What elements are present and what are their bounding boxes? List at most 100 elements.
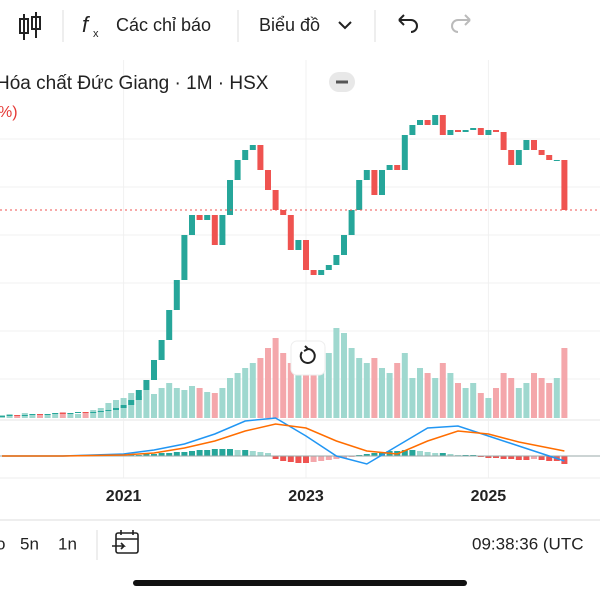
volume-bar — [401, 353, 408, 418]
macd-histogram — [242, 450, 249, 456]
macd-histogram — [424, 452, 431, 456]
fx-icon[interactable]: f — [82, 12, 91, 37]
clock: 09:38:36 (UTC — [472, 534, 584, 553]
macd-histogram — [561, 456, 568, 464]
candle — [303, 240, 309, 270]
candle — [363, 170, 370, 180]
candle — [417, 120, 423, 125]
volume-bar — [508, 378, 515, 418]
candle — [553, 160, 560, 161]
volume-bar — [371, 358, 378, 418]
volume-bar — [295, 373, 302, 418]
symbol-title: Hóa chất Đức Giang · 1M · HSX — [0, 73, 269, 94]
volume-bar — [310, 348, 317, 418]
volume-bar — [37, 415, 43, 418]
macd-histogram — [158, 453, 165, 456]
volume-bar — [280, 353, 287, 418]
volume-bar — [211, 393, 218, 418]
macd-histogram — [219, 449, 226, 456]
undo-button[interactable] — [398, 14, 418, 33]
candle — [204, 215, 211, 220]
volume-bar — [204, 392, 211, 418]
macd-histogram — [303, 456, 309, 463]
candle — [158, 340, 165, 360]
volume-bar — [227, 378, 233, 418]
candle — [432, 115, 439, 125]
volume-bar — [272, 338, 279, 418]
candle — [546, 155, 553, 160]
volume-bar — [356, 358, 363, 418]
volume-bar — [439, 363, 446, 418]
macd-histogram — [333, 456, 340, 459]
redo-button[interactable] — [451, 14, 471, 33]
volume-bar — [333, 328, 340, 418]
volume-bar — [234, 373, 241, 418]
candle — [470, 128, 477, 130]
macd-histogram — [189, 451, 195, 456]
volume-bar — [242, 368, 249, 418]
indicators-button[interactable]: Các chỉ báo — [116, 15, 211, 35]
candle — [265, 170, 271, 190]
volume-bar — [455, 383, 461, 418]
range-button[interactable]: 1n — [58, 534, 77, 553]
signal-line — [2, 423, 565, 457]
candle — [455, 130, 461, 132]
macd-histogram — [143, 454, 150, 456]
candle — [439, 115, 446, 135]
range-button[interactable]: 5n — [20, 534, 39, 553]
candle — [310, 270, 317, 275]
volume-bar — [90, 410, 97, 418]
volume-bar — [303, 358, 309, 418]
macd-histogram — [181, 452, 188, 456]
macd-histogram — [439, 453, 446, 456]
candle — [120, 405, 127, 408]
macd-histogram — [363, 454, 370, 456]
candle — [386, 165, 393, 170]
volume-bar — [52, 413, 59, 418]
reset-button[interactable] — [290, 340, 326, 376]
candle — [485, 130, 492, 135]
x-tick-label: 2025 — [471, 488, 507, 505]
candle — [379, 170, 385, 195]
candle — [181, 235, 188, 280]
volume-bar — [341, 333, 347, 418]
volume-bar — [485, 398, 492, 418]
x-tick-label: 2023 — [288, 488, 324, 505]
candle — [325, 265, 332, 270]
candle — [242, 150, 249, 160]
candle — [44, 414, 51, 415]
plot: 2021 2023 2025 — [0, 115, 600, 505]
candle — [166, 310, 173, 340]
fx-icon-sub: x — [93, 28, 99, 40]
volume-bar — [477, 393, 484, 418]
chevron — [338, 21, 352, 30]
volume-bar — [417, 368, 423, 418]
candle — [151, 360, 157, 380]
candle — [538, 150, 545, 155]
range-button[interactable]: o — [0, 534, 5, 553]
volume-bar — [67, 413, 74, 418]
candle — [531, 140, 537, 150]
volume-bar — [173, 388, 180, 418]
candle — [128, 400, 135, 405]
candle-type-button[interactable] — [19, 12, 41, 40]
macd-histogram — [508, 456, 515, 459]
macd-line — [2, 417, 565, 465]
go-to-date-button[interactable] — [112, 530, 139, 554]
candle — [462, 130, 469, 132]
volume-bar — [257, 358, 264, 418]
volume-bar — [29, 414, 36, 418]
macd-histogram — [379, 452, 385, 456]
chart-menu-button[interactable]: Biểu đồ — [259, 15, 320, 35]
candle — [234, 160, 241, 180]
volume-bar — [379, 368, 385, 418]
macd-histogram — [409, 450, 416, 456]
volume-bar — [325, 353, 332, 418]
candle — [280, 210, 287, 215]
macd-histogram — [485, 456, 492, 458]
macd-histogram — [538, 456, 545, 460]
toolbar: f x Các chỉ báo Biểu đồ — [19, 10, 471, 42]
volume-bar — [249, 363, 256, 418]
macd-histogram — [211, 449, 218, 456]
